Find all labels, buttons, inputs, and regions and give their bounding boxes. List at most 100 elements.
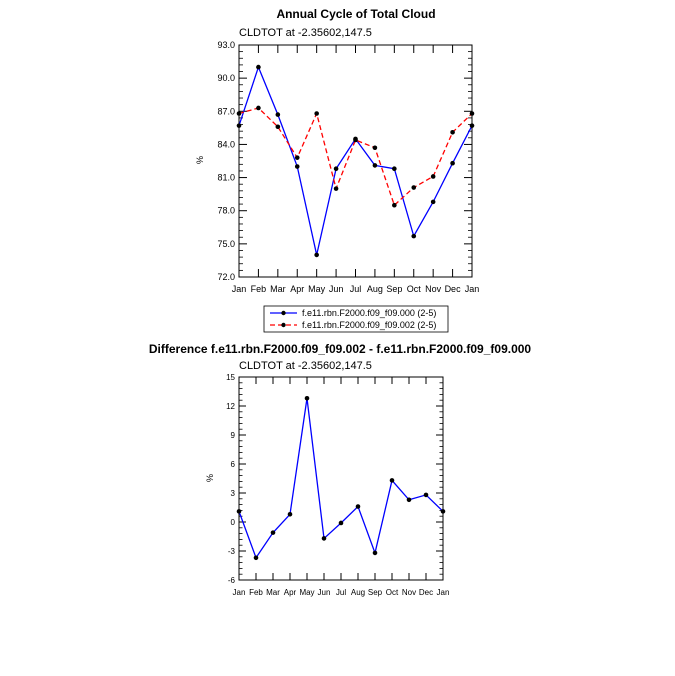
chart-2-xtick-label: May bbox=[299, 588, 314, 597]
legend-marker-series-1 bbox=[281, 310, 286, 316]
legend-label-series-1: f.e11.rbn.F2000.f09_f09.000 (2-5) bbox=[302, 308, 436, 318]
chart-1-xtick-label: Feb bbox=[251, 284, 267, 294]
chart-2-xtick-label: Oct bbox=[386, 588, 399, 597]
chart-1-xtick-label: Oct bbox=[407, 284, 422, 294]
chart-1-series-1-point bbox=[469, 123, 475, 128]
chart-1-xtick-label: Jan bbox=[465, 284, 480, 294]
chart-1-series-1-point bbox=[450, 160, 455, 166]
chart-1-xtick-label: Dec bbox=[445, 284, 462, 294]
chart-2-xtick-label: Apr bbox=[284, 588, 297, 597]
chart-1-series-1-point bbox=[236, 123, 242, 128]
chart-2-ytick-label: 0 bbox=[231, 518, 236, 527]
chart-2-series-1-point bbox=[372, 550, 378, 556]
chart-2-series-1-point bbox=[389, 478, 395, 483]
chart-2-title: Difference f.e11.rbn.F2000.f09_f09.002 -… bbox=[149, 342, 532, 356]
chart-2-ytick-label: -6 bbox=[228, 576, 236, 585]
legend-marker-series-2 bbox=[281, 322, 286, 328]
chart-1-series-2-point bbox=[411, 185, 417, 190]
chart-1-series-2-point bbox=[256, 105, 261, 111]
chart-1-ytick-label: 72.0 bbox=[217, 272, 235, 282]
chart-2-frame bbox=[238, 376, 444, 581]
chart-2-series-1-point bbox=[304, 395, 310, 401]
legend-box bbox=[263, 305, 449, 333]
chart-2-subtitle: CLDTOT at -2.35602,147.5 bbox=[239, 360, 372, 372]
chart-2-series-1-point bbox=[321, 536, 327, 541]
chart-2-xtick-label: Jan bbox=[437, 588, 450, 597]
chart-1-xtick-label: Aug bbox=[367, 284, 383, 294]
chart-1-xtick-label: Apr bbox=[290, 284, 304, 294]
chart-1-series-2-point bbox=[469, 111, 475, 116]
chart-1-subtitle: CLDTOT at -2.35602,147.5 bbox=[239, 27, 372, 39]
chart-1-series-2-point bbox=[294, 155, 300, 160]
chart-2-xtick-label: Jun bbox=[318, 588, 331, 597]
chart-1-ytick-label: 90.0 bbox=[217, 73, 235, 83]
chart-1-series-1-point bbox=[411, 233, 417, 239]
chart-2-ytick-label: 15 bbox=[226, 373, 235, 382]
chart-1-ytick-label: 87.0 bbox=[217, 106, 235, 116]
chart-2-xtick-label: Jul bbox=[336, 588, 346, 597]
chart-2-series-1-point bbox=[406, 497, 412, 503]
chart-1-ytick-label: 75.0 bbox=[217, 239, 235, 249]
chart-1-ytick-label: 84.0 bbox=[217, 139, 235, 149]
chart-2-series-1-point bbox=[253, 555, 259, 561]
chart-annual-cycle: Annual Cycle of Total Cloud CLDTOT at -2… bbox=[195, 7, 479, 294]
chart-1-xtick-label: Mar bbox=[270, 284, 286, 294]
chart-2-series-1-point bbox=[355, 504, 361, 509]
chart-1-series-1-point bbox=[392, 166, 397, 172]
legend-label-series-2: f.e11.rbn.F2000.f09_f09.002 (2-5) bbox=[302, 320, 436, 330]
chart-2-xtick-label: Aug bbox=[351, 588, 365, 597]
chart-1-xtick-label: Jan bbox=[232, 284, 247, 294]
chart-2-ytick-label: 6 bbox=[231, 460, 236, 469]
chart-2-series-1-point bbox=[236, 509, 242, 514]
chart-1-xtick-label: May bbox=[308, 284, 326, 294]
chart-1-series-1-point bbox=[314, 252, 319, 258]
chart-2-ytick-label: 9 bbox=[231, 431, 236, 440]
chart-difference: Difference f.e11.rbn.F2000.f09_f09.002 -… bbox=[149, 342, 532, 597]
chart-2-xtick-label: Nov bbox=[402, 588, 416, 597]
chart-1-series-1-point bbox=[430, 199, 436, 205]
chart-1-series-1-line bbox=[238, 65, 473, 256]
chart-1-series-1-point bbox=[372, 163, 378, 168]
chart-1-xtick-label: Jun bbox=[329, 284, 344, 294]
chart-1-series-2-point bbox=[450, 129, 455, 135]
chart-1-series-2-point bbox=[236, 111, 242, 116]
chart-2-xtick-label: Mar bbox=[266, 588, 280, 597]
chart-1-series-1-point bbox=[333, 166, 339, 172]
chart-2-xtick-label: Sep bbox=[368, 588, 383, 597]
chart-2-series-1-point bbox=[338, 520, 344, 526]
chart-1-series-1-point bbox=[256, 64, 261, 70]
chart-1-series-1-point bbox=[275, 112, 281, 117]
chart-2-ytick-label: 12 bbox=[226, 402, 235, 411]
legend: f.e11.rbn.F2000.f09_f09.000 (2-5) f.e11.… bbox=[263, 305, 449, 333]
chart-1-frame bbox=[238, 44, 473, 278]
chart-2-ytick-label: 3 bbox=[231, 489, 236, 498]
chart-2-series-1-point bbox=[270, 530, 276, 535]
chart-1-series-2-point bbox=[430, 174, 436, 179]
chart-1-series-2-point bbox=[333, 186, 339, 191]
chart-2-series-1-point bbox=[423, 492, 429, 498]
chart-1-series-2-line bbox=[238, 107, 473, 207]
chart-1-series-2-point bbox=[275, 124, 281, 130]
chart-1-ytick-label: 93.0 bbox=[217, 40, 235, 50]
chart-2-series-1-line bbox=[238, 398, 444, 560]
chart-1-series-2-point bbox=[392, 202, 397, 208]
chart-1-ytick-label: 78.0 bbox=[217, 206, 235, 216]
chart-1-ytick-label: 81.0 bbox=[217, 173, 235, 183]
chart-2-xtick-label: Jan bbox=[233, 588, 246, 597]
chart-2-series-1-point bbox=[287, 511, 293, 517]
chart-1-series-2-point bbox=[353, 137, 358, 143]
chart-1-series-1-point bbox=[294, 164, 300, 169]
chart-2-xtick-label: Dec bbox=[419, 588, 433, 597]
chart-2-xtick-label: Feb bbox=[249, 588, 263, 597]
chart-2-series-1-point bbox=[440, 509, 446, 514]
chart-1-ylabel: % bbox=[195, 156, 205, 164]
chart-1-series-2-point bbox=[372, 145, 378, 151]
chart-2-ylabel: % bbox=[205, 474, 215, 482]
chart-2-ytick-label: -3 bbox=[228, 547, 236, 556]
chart-1-xtick-label: Jul bbox=[350, 284, 362, 294]
chart-1-series-2-point bbox=[314, 111, 319, 116]
chart-1-xtick-label: Nov bbox=[425, 284, 442, 294]
